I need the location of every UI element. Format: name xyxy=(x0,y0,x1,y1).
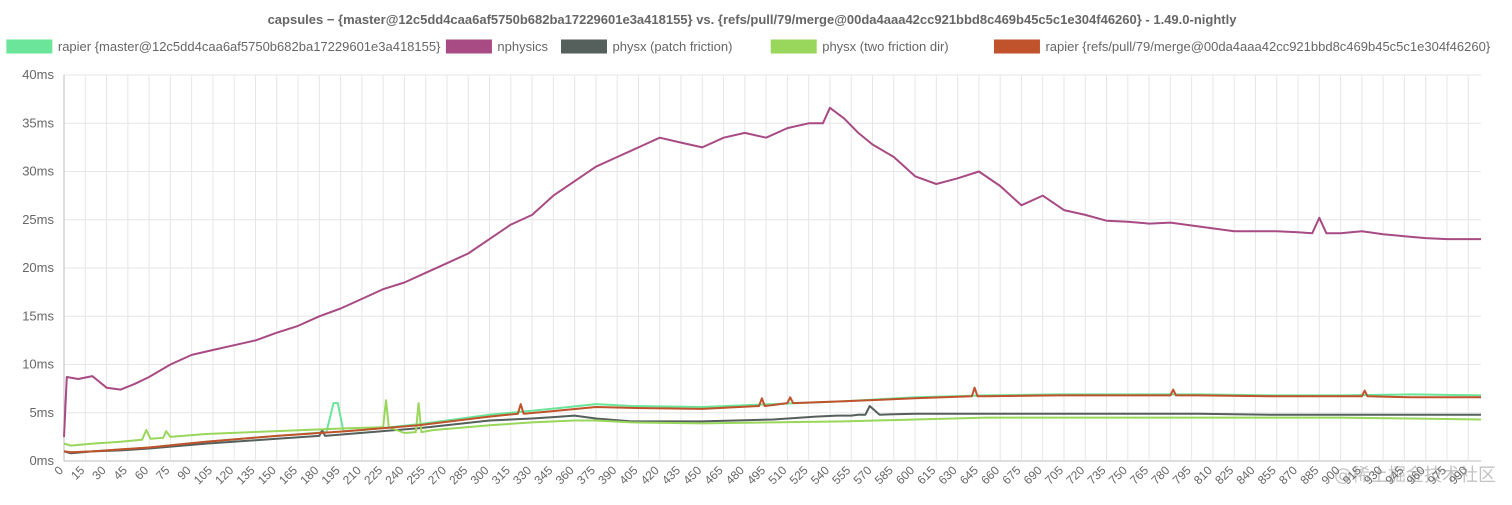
x-tick-label: 720 xyxy=(1063,463,1087,487)
x-tick-label: 150 xyxy=(255,463,279,487)
x-tick-label: 90 xyxy=(174,463,194,483)
x-tick-label: 585 xyxy=(872,463,896,487)
legend-label: rapier {refs/pull/79/merge@00da4aaa42cc9… xyxy=(1045,39,1490,54)
y-tick-label: 10ms xyxy=(22,357,54,372)
x-tick-label: 195 xyxy=(319,463,343,487)
x-tick-label: 810 xyxy=(1191,463,1215,487)
x-tick-label: 795 xyxy=(1170,463,1194,487)
x-tick-label: 390 xyxy=(595,463,619,487)
x-tick-label: 840 xyxy=(1234,463,1258,487)
series-line-3 xyxy=(63,399,1482,447)
legend-swatch xyxy=(445,39,492,54)
x-tick-label: 525 xyxy=(787,463,811,487)
legend-swatch xyxy=(770,39,817,54)
legend-label: nphysics xyxy=(497,39,548,54)
x-tick-label: 405 xyxy=(617,463,641,487)
x-tick-label: 825 xyxy=(1212,463,1236,487)
x-tick-label: 45 xyxy=(111,463,131,483)
x-tick-label: 345 xyxy=(531,463,555,487)
x-axis: 0 15 30 45 60 75 90105120135150165180195210225… xyxy=(51,463,1470,487)
x-tick-label: 675 xyxy=(999,463,1023,487)
x-tick-label: 420 xyxy=(638,463,662,487)
x-tick-label: 570 xyxy=(851,463,875,487)
x-tick-label: 705 xyxy=(1042,463,1066,487)
x-tick-label: 270 xyxy=(425,463,449,487)
x-tick-label: 645 xyxy=(957,463,981,487)
x-tick-label: 300 xyxy=(468,463,492,487)
x-tick-label: 510 xyxy=(765,463,789,487)
legend-label: physx (two friction dir) xyxy=(822,39,948,54)
x-tick-label: 600 xyxy=(893,463,917,487)
x-tick-label: 315 xyxy=(489,463,513,487)
x-tick-label: 495 xyxy=(744,463,768,487)
y-tick-label: 15ms xyxy=(22,308,54,323)
x-tick-label: 225 xyxy=(361,463,385,487)
x-tick-label: 465 xyxy=(702,463,726,487)
x-tick-label: 855 xyxy=(1255,463,1279,487)
x-tick-label: 375 xyxy=(574,463,598,487)
x-tick-label: 75 xyxy=(153,463,173,483)
x-tick-label: 450 xyxy=(680,463,704,487)
x-tick-label: 210 xyxy=(340,463,364,487)
x-tick-label: 615 xyxy=(914,463,938,487)
x-tick-label: 885 xyxy=(1297,463,1321,487)
series-line-4 xyxy=(63,386,1481,454)
x-tick-label: 255 xyxy=(404,463,428,487)
x-tick-label: 0 xyxy=(51,463,66,478)
y-tick-label: 20ms xyxy=(22,260,54,275)
x-tick-label: 165 xyxy=(276,463,300,487)
x-tick-label: 105 xyxy=(191,463,215,487)
y-tick-label: 0ms xyxy=(29,453,54,468)
legend-swatch xyxy=(561,39,607,54)
x-tick-label: 660 xyxy=(978,463,1002,487)
y-tick-label: 40ms xyxy=(22,67,54,82)
legend-label: physx (patch friction) xyxy=(613,39,733,54)
x-tick-label: 765 xyxy=(1127,463,1151,487)
x-tick-label: 330 xyxy=(510,463,534,487)
x-tick-label: 60 xyxy=(132,463,152,483)
x-tick-label: 120 xyxy=(212,463,236,487)
x-tick-label: 180 xyxy=(297,463,321,487)
x-tick-label: 15 xyxy=(68,463,88,483)
y-axis: 0ms 5ms 10ms 15ms 20ms 25ms 30ms 35ms 40ms xyxy=(22,67,54,468)
x-tick-label: 735 xyxy=(1085,463,1109,487)
x-tick-label: 285 xyxy=(446,463,470,487)
x-tick-label: 435 xyxy=(659,463,683,487)
chart-title: capsules − {master@12c5dd4caa6af5750b682… xyxy=(268,12,1238,27)
x-tick-label: 540 xyxy=(808,463,832,487)
x-tick-label: 360 xyxy=(553,463,577,487)
plot-area xyxy=(63,106,1482,455)
grid-lines xyxy=(63,74,1481,462)
x-tick-label: 135 xyxy=(234,463,258,487)
y-tick-label: 25ms xyxy=(22,212,54,227)
x-tick-label: 780 xyxy=(1148,463,1172,487)
x-tick-label: 480 xyxy=(723,463,747,487)
y-tick-label: 5ms xyxy=(29,405,54,420)
legend-swatch xyxy=(993,39,1040,54)
x-tick-label: 240 xyxy=(382,463,406,487)
legend-label: rapier {master@12c5dd4caa6af5750b682ba17… xyxy=(58,39,441,54)
y-tick-label: 30ms xyxy=(22,164,54,179)
y-tick-label: 35ms xyxy=(22,115,54,130)
watermark-text: @稀土掘金技术社区 xyxy=(1334,465,1496,486)
x-tick-label: 630 xyxy=(936,463,960,487)
x-tick-label: 690 xyxy=(1021,463,1045,487)
x-tick-label: 30 xyxy=(89,463,109,483)
series-line-2 xyxy=(63,405,1481,455)
x-tick-label: 870 xyxy=(1276,463,1300,487)
series-line-1 xyxy=(63,106,1481,437)
x-tick-label: 555 xyxy=(829,463,853,487)
legend: rapier {master@12c5dd4caa6af5750b682ba17… xyxy=(6,39,1491,54)
x-tick-label: 750 xyxy=(1106,463,1130,487)
legend-swatch xyxy=(6,39,53,54)
